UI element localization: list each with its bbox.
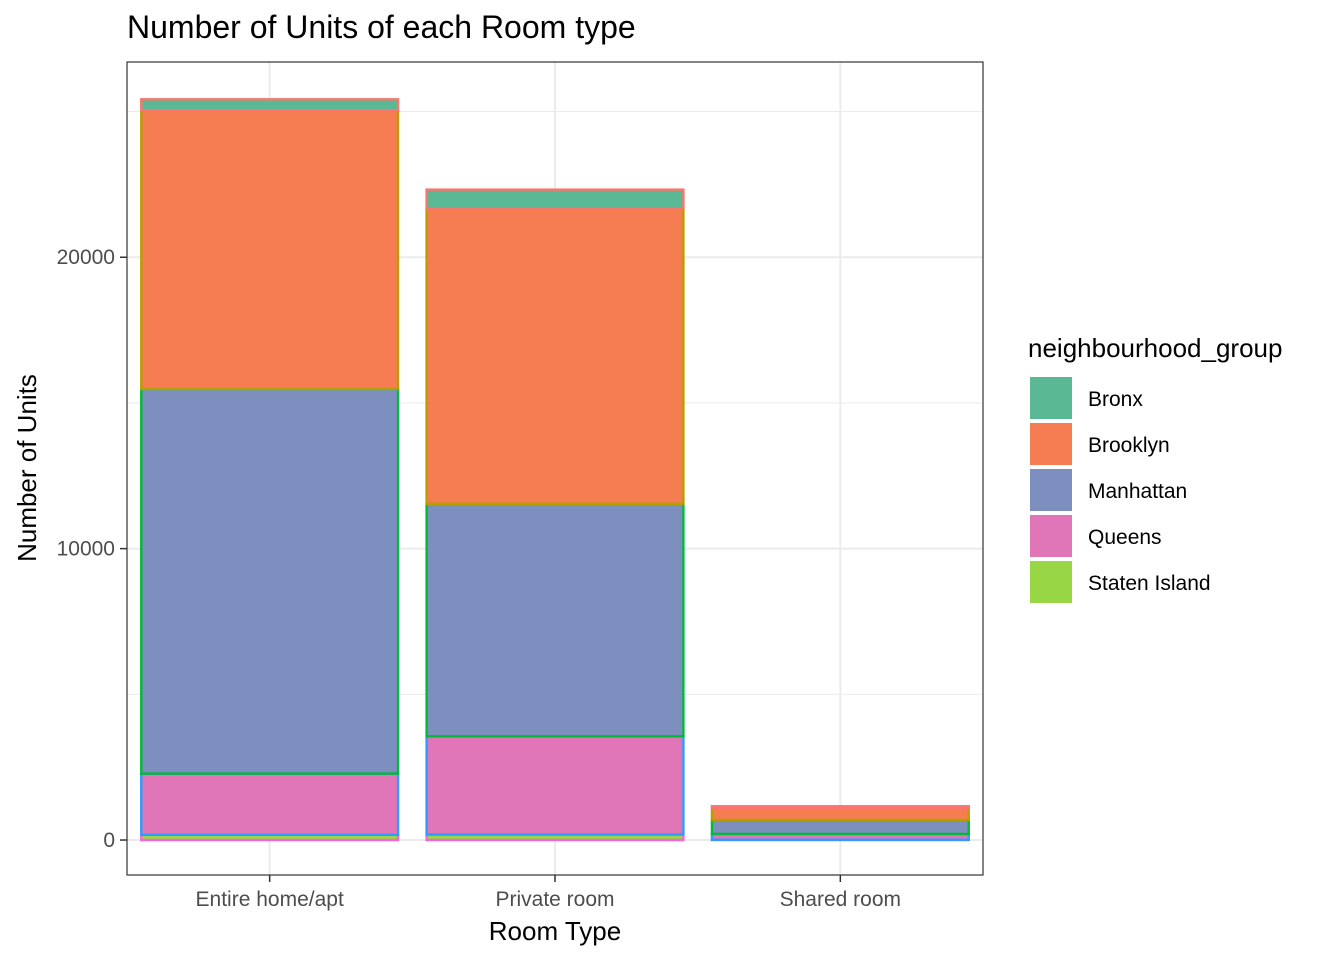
x-axis: Entire home/apt Private room Shared room	[196, 875, 901, 911]
bar-segment-brooklyn	[710, 806, 970, 822]
legend-label: Queens	[1088, 526, 1162, 549]
bar-segment-bronx	[425, 188, 685, 210]
legend-title: neighbourhood_group	[1028, 333, 1282, 363]
bar-segment-manhattan	[425, 502, 685, 738]
legend-label: Bronx	[1088, 388, 1143, 411]
y-axis: 0 10000 20000	[57, 246, 127, 852]
legend-swatch-queens	[1030, 515, 1072, 557]
x-axis-title: Room Type	[489, 916, 621, 946]
y-axis-title: Number of Units	[12, 374, 42, 562]
y-tick-label: 0	[103, 829, 115, 852]
chart-title: Number of Units of each Room type	[127, 9, 636, 45]
legend-swatch-staten-island	[1030, 561, 1072, 603]
x-tick-label: Entire home/apt	[196, 888, 344, 911]
legend-label: Brooklyn	[1088, 434, 1170, 457]
y-tick-label: 20000	[57, 246, 115, 269]
legend-label: Staten Island	[1088, 572, 1211, 595]
x-tick-label: Shared room	[780, 888, 901, 911]
legend-swatch-bronx	[1030, 377, 1072, 419]
bars	[140, 98, 970, 842]
bar-segment-bronx	[140, 98, 400, 112]
x-tick-label: Private room	[495, 888, 614, 911]
bar-segment-brooklyn	[425, 207, 685, 505]
legend: neighbourhood_group Bronx Brooklyn Manhatt…	[1028, 333, 1282, 603]
bar-segment-queens	[140, 772, 400, 836]
bar-segment-brooklyn	[140, 109, 400, 391]
bar-segment-queens	[425, 735, 685, 836]
y-tick-label: 10000	[57, 538, 115, 561]
legend-label: Manhattan	[1088, 480, 1187, 503]
legend-swatch-brooklyn	[1030, 423, 1072, 465]
legend-items: Bronx Brooklyn Manhattan Queens Staten Islan…	[1030, 377, 1211, 603]
bar-segment-manhattan	[140, 387, 400, 775]
bar-segment-bronx	[710, 805, 970, 810]
legend-swatch-manhattan	[1030, 469, 1072, 511]
bar-segment-manhattan	[710, 818, 970, 836]
